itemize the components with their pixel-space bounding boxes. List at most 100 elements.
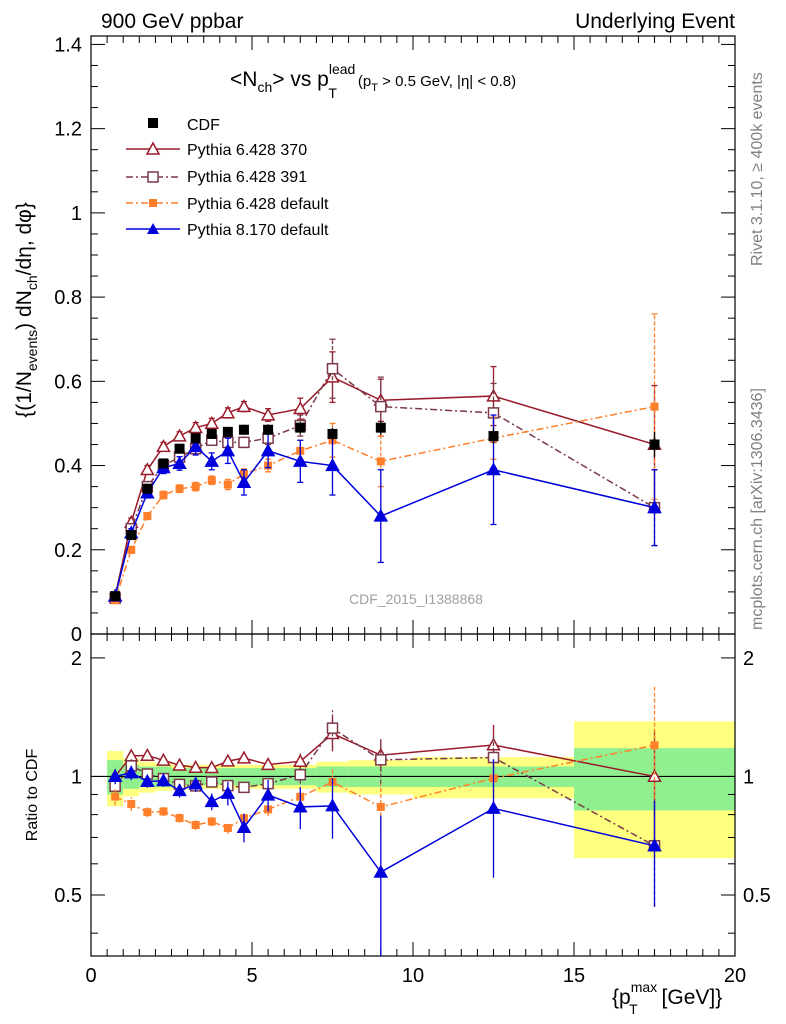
y-tick-label-ratio: 2 <box>71 648 82 670</box>
x-label-sub: T <box>629 1001 638 1017</box>
x-label-sup: max <box>631 979 657 995</box>
data-point-pythia-6-428-default <box>207 476 216 485</box>
header-left-label: 900 GeV ppbar <box>101 10 243 33</box>
y-tick-label-main: 1.4 <box>54 34 82 56</box>
data-point-pythia-6-428-370 <box>486 388 501 402</box>
ratio-point-pythia-8-170-default <box>123 765 139 779</box>
legend-marker-cdf <box>148 118 158 128</box>
ratio-panel <box>90 633 736 957</box>
cdf-data-point <box>126 530 137 541</box>
ratio-point-pythia-6-428-default <box>143 808 152 817</box>
y-label-s1: events <box>24 330 40 371</box>
legend-entry-cdf: CDF <box>148 117 220 134</box>
ratio-point-pythia-6-428-370 <box>156 752 171 766</box>
ratio-point-pythia-8-170-default <box>373 864 389 878</box>
data-point-pythia-6-428-370 <box>204 415 220 429</box>
legend: CDF Pythia 6.428 370 Pythia 6.428 391 Py… <box>126 117 329 239</box>
ratio-point-pythia-6-428-default <box>207 817 216 826</box>
legend-marker-pythia8-default <box>147 223 159 234</box>
data-point-pythia-6-428-391 <box>326 362 339 375</box>
analysis-watermark: CDF_2015_I1388868 <box>349 591 483 607</box>
data-point-pythia-6-428-370 <box>188 420 203 434</box>
ratio-point-pythia-6-428-370 <box>204 760 220 774</box>
cdf-data-point <box>295 422 306 433</box>
legend-label-pythia6-default: Pythia 6.428 default <box>187 196 329 213</box>
plot-title-vs: > vs p <box>272 68 329 91</box>
ratio-point-pythia-8-170-default <box>220 785 236 799</box>
ratio-point-pythia-6-428-default <box>175 814 184 823</box>
data-point-pythia-6-428-default <box>223 480 232 489</box>
plot-title-cuts-open: (p <box>358 73 371 90</box>
data-point-pythia-8-170-default <box>172 455 187 469</box>
ratio-point-pythia-6-428-default <box>223 824 232 833</box>
y-tick-label-main: 0.8 <box>54 287 82 309</box>
y-tick-label-ratio: 1 <box>71 766 82 788</box>
y-tick-label-ratio-right: 2 <box>743 648 754 670</box>
data-point-pythia-6-428-default <box>143 512 152 521</box>
y-tick-label-main: 0.4 <box>54 456 82 478</box>
ratio-point-pythia-8-170-default <box>293 799 308 813</box>
data-point-pythia-6-428-default <box>650 402 659 411</box>
y-tick-label-ratio-right: 1 <box>743 766 754 788</box>
legend-marker-pythia6-391 <box>147 171 159 183</box>
cdf-data-point <box>222 426 233 437</box>
data-point-pythia-6-428-370 <box>220 405 236 419</box>
cdf-data-point <box>488 431 499 442</box>
y-tick-label-ratio-right: 0.5 <box>743 885 771 907</box>
ratio-point-pythia-6-428-default <box>159 807 168 816</box>
ratio-point-pythia-6-428-370 <box>293 753 308 767</box>
legend-entry-pythia8-default: Pythia 8.170 default <box>126 222 329 239</box>
legend-marker-pythia6-default <box>149 199 157 207</box>
ratio-point-pythia-6-428-370 <box>236 750 252 764</box>
ratio-point-pythia-6-428-370 <box>140 747 155 762</box>
plot-title: <Nch> vs plead T(pT > 0.5 GeV, |η| < 0.8) <box>230 61 516 101</box>
data-point-pythia-6-428-370 <box>236 399 252 413</box>
y-tick-label-main: 0.6 <box>54 371 82 393</box>
legend-entry-pythia6-370: Pythia 6.428 370 <box>126 141 307 159</box>
data-point-pythia-6-428-370 <box>156 439 171 453</box>
ratio-series-layer <box>91 686 735 956</box>
cdf-data-point <box>238 424 249 435</box>
ratio-point-pythia-6-428-391 <box>206 776 218 788</box>
plot-title-cuts-rest: > 0.5 GeV, |η| < 0.8) <box>378 73 516 90</box>
plot-title-main: <N <box>230 68 257 91</box>
data-point-pythia-6-428-default <box>376 457 385 466</box>
ratio-point-pythia-8-170-default <box>260 787 276 801</box>
cdf-data-point <box>206 428 217 439</box>
ratio-point-pythia-6-428-370 <box>260 756 276 771</box>
cdf-data-point <box>263 424 274 435</box>
data-point-pythia-8-170-default <box>293 453 308 467</box>
y-label-p2: ) dN <box>13 290 36 330</box>
x-tick-label: 0 <box>85 965 96 987</box>
data-point-pythia-8-170-default <box>188 439 203 453</box>
ratio-point-pythia-8-170-default <box>236 819 252 833</box>
x-tick-label: 20 <box>724 965 746 987</box>
main-series-layer <box>107 313 662 605</box>
legend-label-pythia8-default: Pythia 8.170 default <box>187 222 329 239</box>
data-point-pythia-8-170-default <box>220 443 236 457</box>
ratio-point-pythia-6-428-default <box>191 821 200 830</box>
y-label-s2: ch <box>24 275 40 290</box>
ratio-point-pythia-6-428-391 <box>294 768 307 781</box>
data-point-pythia-8-170-default <box>204 453 220 467</box>
y-tick-label-main: 0 <box>71 624 82 646</box>
cdf-data-point <box>327 428 338 439</box>
data-point-pythia-6-428-default <box>175 484 184 493</box>
ratio-point-pythia-8-170-default <box>140 773 155 788</box>
data-point-pythia-6-428-370 <box>172 428 187 442</box>
rivet-label: Rivet 3.1.10, ≥ 400k events <box>749 72 766 266</box>
data-point-pythia-8-170-default <box>486 462 501 476</box>
ratio-point-pythia-6-428-391 <box>326 722 339 734</box>
legend-label-pythia6-370: Pythia 6.428 370 <box>187 142 307 159</box>
ratio-y-axis-label: Ratio to CDF <box>24 749 41 842</box>
cdf-data-point <box>174 443 185 454</box>
ratio-point-pythia-6-428-default <box>127 800 136 809</box>
header-right-label: Underlying Event <box>575 10 735 33</box>
ratio-point-pythia-6-428-370 <box>188 759 203 774</box>
legend-entry-pythia6-391: Pythia 6.428 391 <box>126 169 307 186</box>
legend-label-cdf: CDF <box>187 117 220 134</box>
plot-title-main-sub: ch <box>257 79 272 95</box>
ratio-point-pythia-6-428-default <box>111 792 120 801</box>
ratio-point-pythia-6-428-391 <box>375 754 387 766</box>
y-label-p3: /dη, dφ} <box>13 202 36 275</box>
